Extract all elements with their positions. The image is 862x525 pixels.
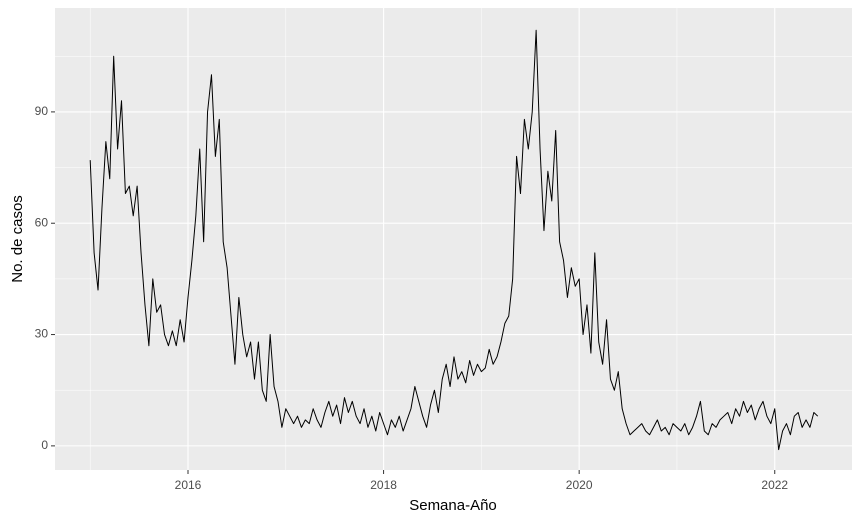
y-tick-label: 90	[35, 104, 49, 118]
x-tick-label: 2020	[566, 478, 593, 492]
x-tick-label: 2022	[761, 478, 788, 492]
x-tick-label: 2018	[370, 478, 397, 492]
y-tick-label: 30	[35, 327, 49, 341]
y-tick-label: 0	[41, 438, 48, 452]
y-tick-label: 60	[35, 215, 49, 229]
y-axis-label: No. de casos	[9, 195, 26, 283]
line	[89, 29, 819, 451]
x-tick-label: 2016	[175, 478, 202, 492]
panel	[55, 8, 852, 470]
x-axis-label: Semana-Año	[409, 497, 497, 514]
